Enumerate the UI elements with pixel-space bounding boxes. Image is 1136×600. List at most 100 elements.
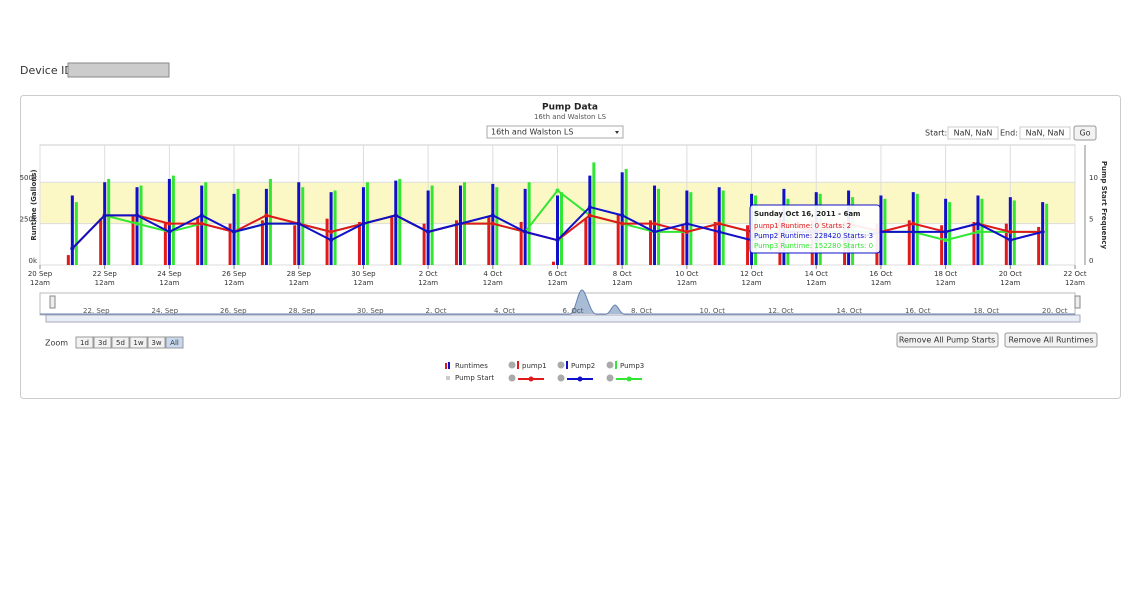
bar xyxy=(588,175,592,265)
bar xyxy=(394,180,398,265)
navigator-label: 14. Oct xyxy=(837,307,863,315)
bar xyxy=(556,195,559,265)
legend-close[interactable] xyxy=(557,374,565,382)
remove-runtimes-button[interactable] xyxy=(1004,332,1098,348)
navigator-scrollbar[interactable] xyxy=(45,314,1081,323)
bar xyxy=(948,202,952,265)
x-tick-label: 12am xyxy=(418,279,438,287)
start-marker xyxy=(135,221,140,226)
start-marker xyxy=(426,229,431,234)
station-select[interactable] xyxy=(486,125,624,139)
x-tick-label: 12am xyxy=(612,279,632,287)
legend-marker xyxy=(626,376,632,382)
x-tick-label: 8 Oct xyxy=(613,270,632,278)
legend-icon xyxy=(445,363,447,369)
start-marker xyxy=(911,229,916,234)
tooltip xyxy=(749,204,881,254)
zoom-buttons: 1d 3d 5d 1w 3w All xyxy=(75,336,184,349)
start-marker xyxy=(361,221,366,226)
station-value: 16th and Walston LS xyxy=(491,128,573,137)
navigator-handle[interactable] xyxy=(1074,295,1081,309)
start-marker xyxy=(70,246,75,251)
start-marker xyxy=(587,213,592,218)
bar xyxy=(390,215,394,265)
navigator-label: 8. Oct xyxy=(631,307,652,315)
x-tick-label: 12am xyxy=(547,279,567,287)
legend-close[interactable] xyxy=(508,361,516,369)
bar xyxy=(228,223,232,265)
zoom-button[interactable] xyxy=(75,336,94,349)
bar xyxy=(689,192,693,265)
go-button[interactable] xyxy=(1073,125,1097,141)
tooltip-line: Pump2 Runtime: 228420 Starts: 3 xyxy=(754,232,873,240)
legend-swatch xyxy=(615,361,617,369)
x-tick-label: 22 Sep xyxy=(93,270,118,278)
end-value: NaN, NaN xyxy=(1026,129,1065,138)
zoom-button[interactable] xyxy=(111,336,130,349)
navigator-label: 28. Sep xyxy=(289,307,316,315)
legend-label: Pump2 xyxy=(571,362,595,370)
zoom-button[interactable] xyxy=(165,336,184,349)
legend-marker xyxy=(577,376,583,382)
start-label: Start: xyxy=(925,129,947,138)
bar xyxy=(236,188,240,265)
bar xyxy=(721,190,725,265)
legend-swatch xyxy=(517,361,519,369)
x-tick-label: 12am xyxy=(1000,279,1020,287)
navigator-label: 12. Oct xyxy=(768,307,794,315)
legend-close[interactable] xyxy=(606,374,614,382)
y2-tick-label: 10 xyxy=(1089,174,1098,182)
bar xyxy=(552,261,555,265)
x-tick-label: 30 Sep xyxy=(351,270,376,278)
bar xyxy=(357,221,361,265)
select-arrow xyxy=(615,131,619,134)
bar xyxy=(107,178,111,265)
start-marker xyxy=(652,221,657,226)
bar xyxy=(260,220,264,265)
bar xyxy=(232,193,236,265)
x-tick-label: 12am xyxy=(95,279,115,287)
navigator-label: 6. Oct xyxy=(563,307,584,315)
x-tick-label: 12am xyxy=(289,279,309,287)
device-input[interactable] xyxy=(67,62,170,78)
x-tick-label: 28 Sep xyxy=(287,270,312,278)
bar xyxy=(681,223,685,265)
start-marker xyxy=(199,221,204,226)
legend-close[interactable] xyxy=(508,374,516,382)
bar xyxy=(333,190,337,265)
bar xyxy=(495,187,499,265)
legend-close[interactable] xyxy=(557,361,565,369)
bar xyxy=(713,221,717,265)
tooltip-line: pump1 Runtime: 0 Starts: 2 xyxy=(754,222,851,230)
legend-icon xyxy=(446,376,450,380)
x-tick-label: 26 Sep xyxy=(222,270,247,278)
bar xyxy=(657,188,661,265)
navigator-label: 20. Oct xyxy=(1042,307,1068,315)
zoom-button[interactable] xyxy=(147,336,166,349)
y2-tick-label: 5 xyxy=(1089,216,1093,224)
bar xyxy=(519,221,523,265)
x-tick-label: 18 Oct xyxy=(934,270,957,278)
tooltip-line: Pump3 Runtime: 152280 Starts: 0 xyxy=(754,242,873,250)
navigator-label: 2. Oct xyxy=(426,307,447,315)
bar xyxy=(422,223,426,265)
legend-swatch xyxy=(566,361,568,369)
y-tick-label: 250k xyxy=(20,216,38,224)
zoom-button-label: 1d xyxy=(80,339,89,347)
zoom-button[interactable] xyxy=(93,336,112,349)
start-marker xyxy=(490,221,495,226)
start-marker xyxy=(329,229,334,234)
end-input[interactable] xyxy=(1019,126,1071,140)
start-input[interactable] xyxy=(947,126,999,140)
start-marker xyxy=(717,229,722,234)
navigator-label: 26. Sep xyxy=(220,307,247,315)
navigator-label: 24. Sep xyxy=(152,307,179,315)
legend-close[interactable] xyxy=(606,361,614,369)
navigator-handle[interactable] xyxy=(49,295,56,309)
end-label: End: xyxy=(1000,129,1018,138)
legend: Runtimes Pump Start pump1 Pump2 Pump3 xyxy=(445,361,644,382)
remove-starts-button[interactable] xyxy=(896,332,999,348)
zoom-button[interactable] xyxy=(129,336,148,349)
